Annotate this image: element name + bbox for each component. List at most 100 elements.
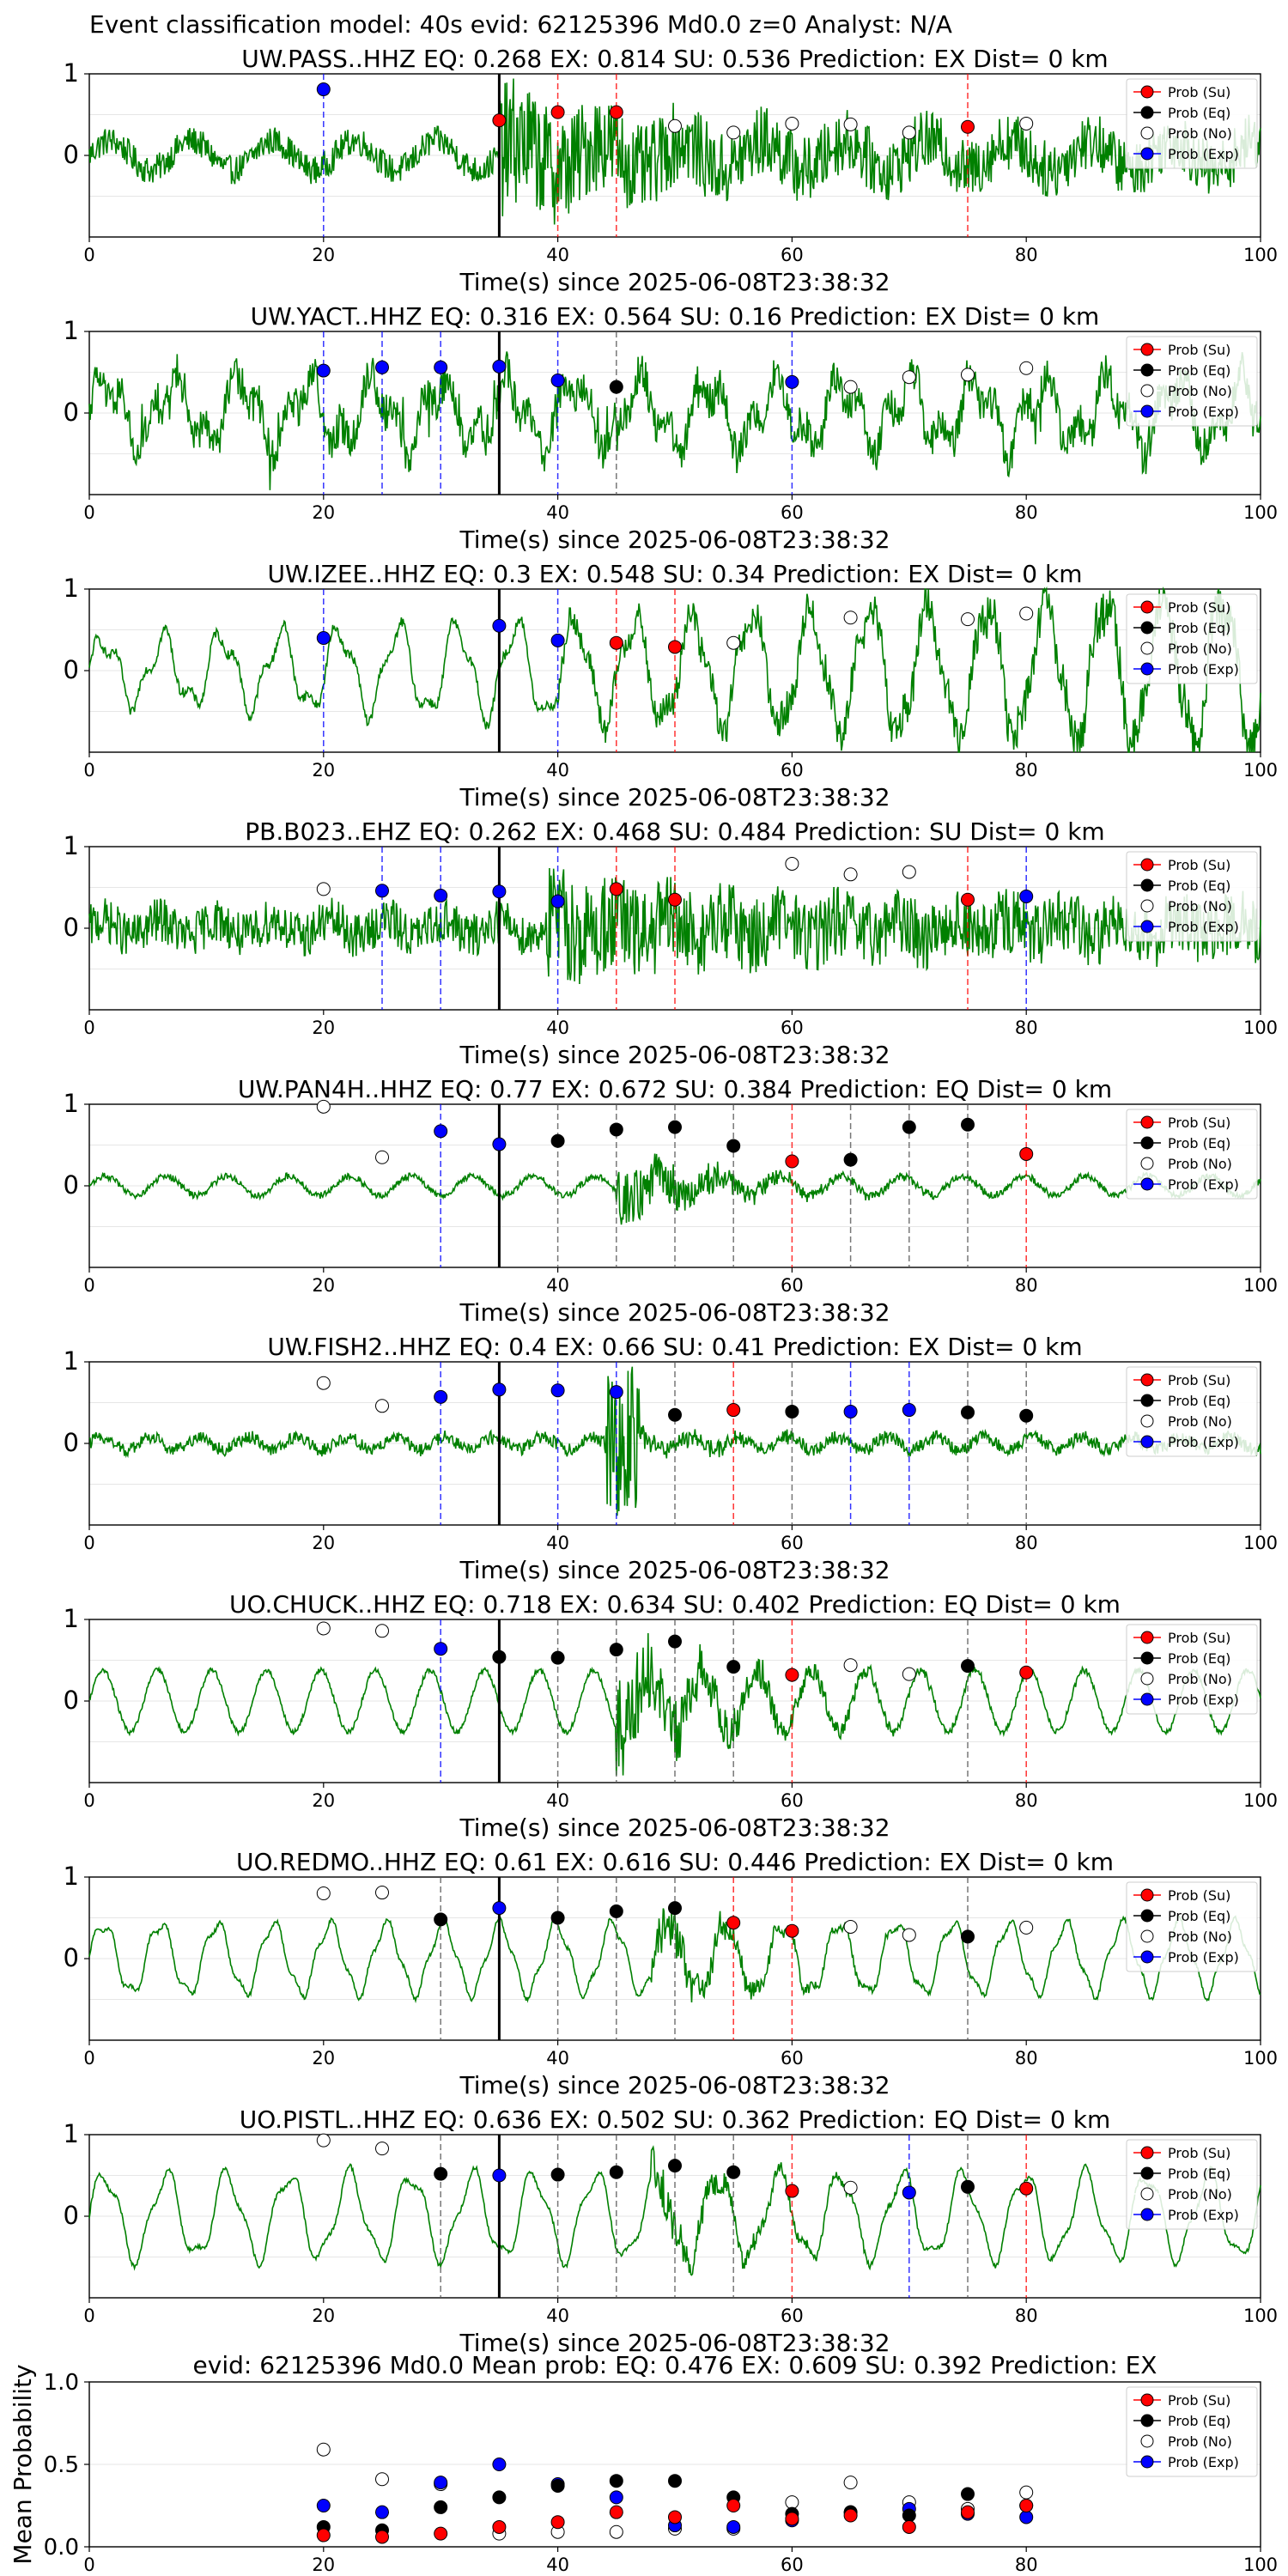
legend-label-su: Prob (Su): [1168, 1372, 1230, 1388]
legend-marker-exp: [1140, 1950, 1154, 1964]
x-tick-label: 100: [1243, 1018, 1278, 1038]
legend-label-exp: Prob (Exp): [1168, 1949, 1239, 1965]
prob-marker-no: [902, 1667, 916, 1681]
prob-marker-su: [1019, 1146, 1034, 1161]
legend-label-no: Prob (No): [1168, 2186, 1232, 2202]
prob-marker-su: [492, 113, 507, 128]
mean-marker-su: [902, 2519, 916, 2534]
mean-marker-su: [1019, 2499, 1034, 2512]
prob-marker-su: [668, 640, 682, 654]
x-tick-label: 0: [83, 2048, 94, 2069]
mean-marker-no: [1019, 2485, 1034, 2500]
prob-marker-eq: [902, 1120, 916, 1134]
legend-marker-exp: [1140, 404, 1154, 418]
mean-marker-su: [785, 2512, 799, 2526]
legend-label-su: Prob (Su): [1168, 857, 1230, 873]
legend-marker-no: [1140, 2434, 1154, 2448]
legend-label-no: Prob (No): [1168, 125, 1232, 142]
prob-marker-exp: [375, 884, 389, 898]
panel-title: UO.PISTL..HHZ EQ: 0.636 EX: 0.502 SU: 0.…: [240, 2105, 1111, 2134]
legend-marker-no: [1140, 2187, 1154, 2201]
prob-marker-no: [902, 125, 916, 140]
panel-title: UW.IZEE..HHZ EQ: 0.3 EX: 0.548 SU: 0.34 …: [268, 560, 1083, 588]
legend-label-exp: Prob (Exp): [1168, 146, 1239, 162]
legend-box: [1126, 336, 1258, 427]
legend-marker-no: [1140, 1929, 1154, 1943]
mean-marker-exp: [1019, 2510, 1034, 2524]
legend-marker-eq: [1140, 363, 1154, 377]
prob-marker-no: [843, 867, 858, 882]
prob-marker-exp: [434, 1389, 448, 1404]
y-tick-label: 1: [64, 1089, 79, 1118]
prob-marker-eq: [434, 1912, 448, 1927]
prob-marker-eq: [550, 1911, 565, 1925]
mean-marker-eq: [668, 2474, 682, 2488]
station-panel: UO.PISTL..HHZ EQ: 0.636 EX: 0.502 SU: 0.…: [64, 2105, 1279, 2357]
legend-label-exp: Prob (Exp): [1168, 2207, 1239, 2223]
legend-label-su: Prob (Su): [1168, 84, 1230, 100]
x-tick-label: 40: [546, 2048, 569, 2069]
prob-marker-no: [843, 2180, 858, 2195]
legend-label-no: Prob (No): [1168, 383, 1232, 399]
mean-marker-su: [316, 2528, 331, 2543]
x-tick-label: 0: [83, 1533, 94, 1553]
mean-marker-no: [843, 2476, 858, 2490]
x-axis-label: Time(s) since 2025-06-08T23:38:32: [459, 2071, 890, 2099]
mean-marker-su: [434, 2526, 448, 2541]
x-tick-label: 20: [312, 1275, 335, 1296]
x-tick-label: 80: [1015, 245, 1038, 265]
legend-marker-eq: [1140, 1394, 1154, 1407]
legend-label-no: Prob (No): [1168, 898, 1232, 914]
legend-label-eq: Prob (Eq): [1168, 1393, 1230, 1409]
prob-marker-su: [668, 892, 682, 907]
x-tick-label: 60: [781, 1533, 804, 1553]
prob-marker-no: [902, 1928, 916, 1942]
mean-marker-exp: [434, 2476, 448, 2490]
legend-label-eq: Prob (Eq): [1168, 105, 1230, 121]
legend-label-no: Prob (No): [1168, 1929, 1232, 1945]
x-tick-label: 60: [781, 245, 804, 265]
legend-box: [1126, 78, 1258, 169]
station-panel: UW.FISH2..HHZ EQ: 0.4 EX: 0.66 SU: 0.41 …: [64, 1333, 1279, 1584]
legend-marker-exp: [1140, 1435, 1154, 1449]
prob-marker-eq: [843, 1152, 858, 1167]
station-panel: PB.B023..EHZ EQ: 0.262 EX: 0.468 SU: 0.4…: [64, 817, 1279, 1069]
station-panel: UO.REDMO..HHZ EQ: 0.61 EX: 0.616 SU: 0.4…: [64, 1848, 1279, 2099]
prob-marker-eq: [961, 1929, 975, 1944]
mean-marker-no: [785, 2495, 799, 2510]
x-tick-label: 100: [1243, 760, 1278, 781]
prob-marker-eq: [492, 1649, 507, 1664]
legend-label-su: Prob (Su): [1168, 1115, 1230, 1131]
x-tick-label: 0: [83, 2306, 94, 2326]
prob-marker-no: [961, 612, 975, 627]
x-tick-label: 100: [1243, 1533, 1278, 1553]
legend-marker-exp: [1140, 1692, 1154, 1706]
mean-panel-title: evid: 62125396 Md0.0 Mean prob: EQ: 0.47…: [193, 2351, 1157, 2379]
prob-marker-exp: [434, 889, 448, 902]
prob-marker-no: [843, 611, 858, 625]
legend-box: [1126, 1881, 1258, 1972]
legend-marker-exp: [1140, 2208, 1154, 2221]
prob-marker-no: [1019, 606, 1034, 621]
station-panel: UO.CHUCK..HHZ EQ: 0.718 EX: 0.634 SU: 0.…: [64, 1590, 1279, 1842]
x-tick-label: 60: [781, 2306, 804, 2326]
legend-box: [1126, 1366, 1258, 1457]
prob-marker-no: [726, 635, 741, 650]
prob-marker-no: [375, 1624, 389, 1638]
x-tick-label: 100: [1243, 1275, 1278, 1296]
x-tick-label: 0: [83, 502, 94, 523]
waveform-line: [88, 351, 1261, 490]
prob-marker-no: [961, 368, 975, 382]
prob-marker-su: [961, 892, 975, 907]
legend-label-eq: Prob (Eq): [1168, 2166, 1230, 2182]
x-axis-label: Time(s) since 2025-06-08T23:38:32: [459, 783, 890, 811]
prob-marker-eq: [961, 2179, 975, 2194]
mean-marker-eq: [492, 2490, 507, 2505]
legend-marker-eq: [1140, 106, 1154, 119]
x-tick-label: 20: [312, 2306, 335, 2326]
legend-label-su: Prob (Su): [1168, 599, 1230, 616]
y-tick-label: 1: [64, 574, 79, 603]
y-tick-label: 1: [64, 2119, 79, 2148]
x-tick-label: 0: [83, 2555, 94, 2575]
prob-marker-su: [1019, 1665, 1034, 1680]
